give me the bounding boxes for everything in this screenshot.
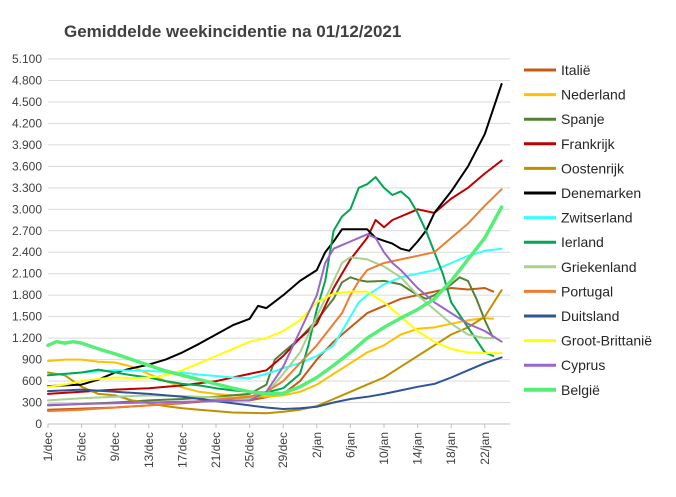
y-axis-tick-labels: 0 300 600 900 1.200 1.500 1.800 2.100 2.400 2.700…	[12, 52, 42, 431]
y-tick-label: 2.700	[12, 224, 42, 238]
x-tick-label: 2/jan	[310, 432, 324, 458]
y-tick-label: 1.500	[12, 310, 42, 324]
series-line-spanje	[47, 276, 495, 407]
y-tick-label: 2.400	[12, 245, 42, 259]
series-line-cyprus	[47, 233, 503, 406]
x-tick-label: 10/jan	[377, 432, 391, 465]
x-tick-label: 1/dec	[41, 432, 55, 461]
y-tick-label: 5.100	[12, 52, 42, 66]
y-tick-label: 1.200	[12, 331, 42, 345]
legend-label-frankrijk: Frankrijk	[561, 136, 616, 152]
x-tick-label: 6/jan	[343, 432, 357, 458]
legend: Italië Nederland Spanje Frankrijk Oostenrijk…	[524, 62, 652, 398]
legend-label-spanje: Spanje	[561, 111, 605, 127]
x-tick-label: 29/dec	[276, 432, 290, 468]
y-tick-label: 0	[35, 417, 42, 431]
legend-label-ierland: Ierland	[561, 234, 604, 250]
series-line-groot-brittanie	[47, 290, 503, 388]
series-line-portugal	[47, 188, 503, 413]
legend-label-belgie: België	[561, 382, 600, 398]
x-axis: 1/dec 5/dec 9/dec 13/dec 17/dec 21/dec 25/dec 2…	[41, 424, 492, 468]
y-tick-label: 2.100	[12, 267, 42, 281]
legend-label-griekenland: Griekenland	[561, 259, 637, 275]
y-tick-label: 600	[22, 374, 42, 388]
legend-label-groot-brittanie: Groot-Brittanië	[561, 333, 652, 349]
series-line-oostenrijk	[47, 289, 503, 415]
legend-label-zwitserland: Zwitserland	[561, 210, 633, 226]
x-tick-label: 17/dec	[175, 432, 189, 468]
x-tick-label: 22/jan	[478, 432, 492, 465]
y-tick-label: 4.200	[12, 116, 42, 130]
legend-label-italie: Italië	[561, 62, 591, 78]
legend-label-cyprus: Cyprus	[561, 357, 605, 373]
y-tick-label: 4.800	[12, 73, 42, 87]
x-tick-label: 5/dec	[75, 432, 89, 461]
y-tick-label: 4.500	[12, 95, 42, 109]
y-tick-label: 3.600	[12, 159, 42, 173]
y-tick-label: 300	[22, 396, 42, 410]
series-line-duitsland	[47, 356, 503, 410]
x-tick-label: 14/jan	[411, 432, 425, 465]
y-tick-label: 3.900	[12, 138, 42, 152]
legend-label-portugal: Portugal	[561, 283, 613, 299]
y-tick-label: 900	[22, 353, 42, 367]
legend-label-denemarken: Denemarken	[561, 185, 641, 201]
chart-title: Gemiddelde weekincidentie na 01/12/2021	[64, 22, 401, 41]
y-tick-label: 3.300	[12, 181, 42, 195]
series-line-zwitserland	[47, 247, 503, 380]
x-tick-label: 25/dec	[243, 432, 257, 468]
x-tick-label: 9/dec	[108, 432, 122, 461]
series-line-belgie	[46, 205, 504, 396]
legend-label-duitsland: Duitsland	[561, 308, 619, 324]
gridlines	[48, 58, 510, 425]
x-tick-label: 21/dec	[209, 432, 223, 468]
y-tick-label: 1.800	[12, 288, 42, 302]
series-line-nederland	[47, 317, 495, 398]
series-line-denemarken	[47, 83, 503, 388]
y-tick-label: 3.000	[12, 202, 42, 216]
x-tick-label: 13/dec	[142, 432, 156, 468]
legend-label-nederland: Nederland	[561, 87, 626, 103]
legend-label-oostenrijk: Oostenrijk	[561, 160, 625, 176]
x-tick-label: 18/jan	[444, 432, 458, 465]
series-lines	[46, 83, 504, 415]
